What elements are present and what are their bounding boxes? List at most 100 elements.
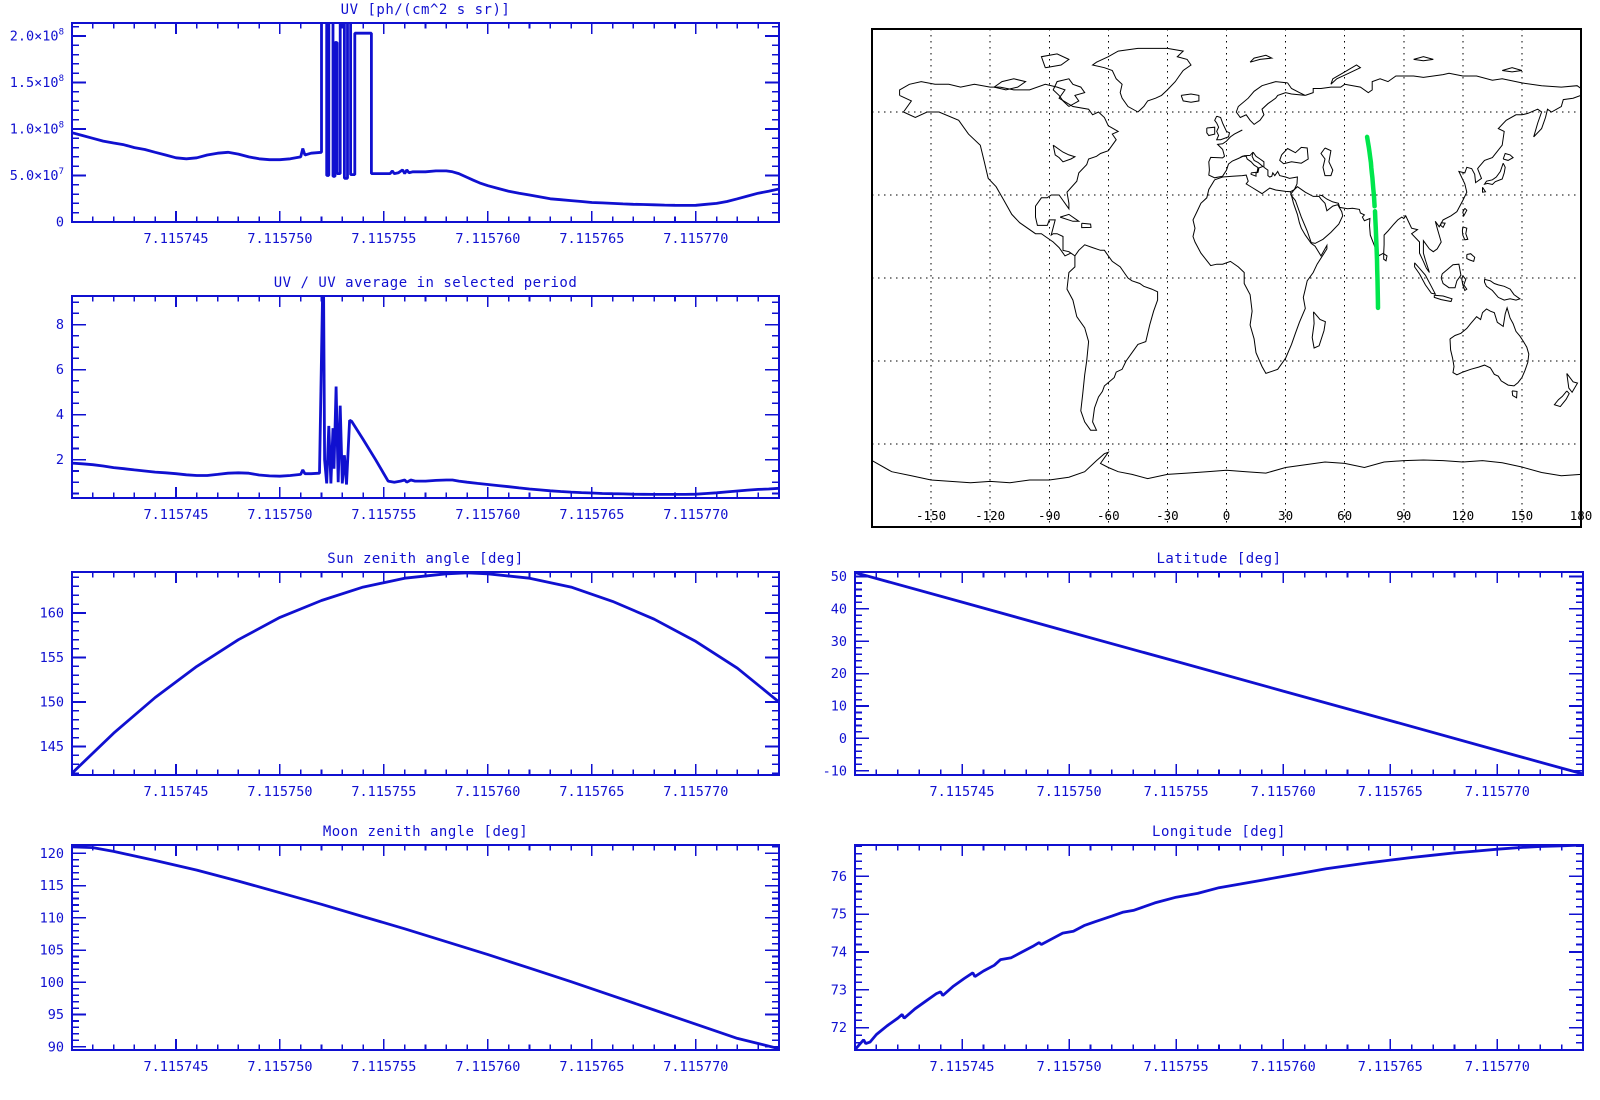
lon-y-tick-label: 72 xyxy=(831,1020,847,1036)
map-frame xyxy=(871,28,1582,528)
lat-x-tick-label: 7.115760 xyxy=(1251,784,1316,800)
lat-series-line xyxy=(855,572,1583,775)
lat-y-tick-label: 0 xyxy=(839,731,847,747)
lon-x-tick-label: 7.115760 xyxy=(1251,1059,1316,1075)
lat-x-tick-label: 7.115765 xyxy=(1358,784,1423,800)
sun-x-tick-label: 7.115750 xyxy=(247,784,312,800)
sun-series-line xyxy=(72,572,779,775)
uv-x-tick-label: 7.115745 xyxy=(143,231,208,247)
moon-y-tick-label: 90 xyxy=(48,1039,64,1055)
map-lon-label: -60 xyxy=(1097,508,1120,523)
lon-y-tick-label: 76 xyxy=(831,869,847,885)
sun-x-tick-label: 7.115755 xyxy=(351,784,416,800)
lon-chart: 7.115745 7.115750 7.115755 7.115760 7.115765… xyxy=(831,844,1584,1075)
lon-x-tick-label: 7.115755 xyxy=(1144,1059,1209,1075)
uv-x-tick-label: 7.115750 xyxy=(247,231,312,247)
uv-y-tick-label: 1.0×108 xyxy=(10,121,64,138)
uv-y-tick-label: 0 xyxy=(56,215,64,231)
sun-x-tick-label: 7.115770 xyxy=(663,784,728,800)
lon-series-line xyxy=(855,845,1583,1050)
uv-x-tick-label: 7.115755 xyxy=(351,231,416,247)
lat-y-tick-label: 20 xyxy=(831,666,847,682)
moon-y-tick-label: 115 xyxy=(40,878,64,894)
ratio-y-tick-label: 2 xyxy=(56,452,64,468)
moon-chart-title: Moon zenith angle [deg] xyxy=(322,824,529,840)
ratio-y-tick-label: 8 xyxy=(56,317,64,333)
world-map: -150 -120 -90 -60 -30 0 30 60 90 120 150 180 xyxy=(871,28,1592,528)
uv-y-tick-label: 5.0×107 xyxy=(10,167,64,184)
ratio-y-tick-label: 4 xyxy=(56,407,64,423)
moon-y-tick-label: 100 xyxy=(40,975,64,991)
uv-y-tick-label: 2.0×108 xyxy=(10,28,64,45)
sun-chart-title: Sun zenith angle [deg] xyxy=(327,551,524,567)
map-lon-label: -90 xyxy=(1038,508,1061,523)
uv-x-tick-label: 7.115770 xyxy=(663,231,728,247)
moon-axes xyxy=(71,845,780,1050)
ratio-x-tick-label: 7.115750 xyxy=(247,507,312,523)
moon-y-tick-label: 95 xyxy=(48,1007,64,1023)
sun-y-tick-label: 150 xyxy=(40,694,64,710)
moon-x-tick-label: 7.115755 xyxy=(351,1059,416,1075)
ratio-x-tick-label: 7.115745 xyxy=(143,507,208,523)
uv-axes xyxy=(71,23,780,223)
lon-y-tick-label: 73 xyxy=(831,982,847,998)
lon-y-tick-label: 75 xyxy=(831,907,847,923)
ratio-axes xyxy=(71,296,780,498)
map-lon-label: 120 xyxy=(1452,508,1475,523)
uv-x-tick-label: 7.115760 xyxy=(455,231,520,247)
lat-y-tick-label: 10 xyxy=(831,699,847,715)
map-graticule xyxy=(872,29,1581,527)
moon-y-tick-label: 120 xyxy=(40,846,64,862)
lat-y-tick-label: -10 xyxy=(823,763,847,779)
lat-y-tick-label: 50 xyxy=(831,569,847,585)
uv-chart: 7.115745 7.115750 7.115755 7.115760 7.115765… xyxy=(10,22,780,247)
lon-y-tick-label: 74 xyxy=(831,945,847,961)
moon-series-line xyxy=(72,845,779,1050)
lat-chart: 7.115745 7.115750 7.115755 7.115760 7.115765… xyxy=(823,569,1584,800)
ratio-frame xyxy=(71,295,780,499)
sun-x-tick-label: 7.115745 xyxy=(143,784,208,800)
map-coastlines xyxy=(872,47,1581,484)
lat-chart-title: Latitude [deg] xyxy=(1156,551,1282,567)
map-lon-label: -120 xyxy=(975,508,1005,523)
map-lon-label: -150 xyxy=(916,508,946,523)
uv-series-line xyxy=(72,23,779,207)
moon-x-tick-label: 7.115770 xyxy=(663,1059,728,1075)
lon-axes xyxy=(854,845,1584,1050)
map-lon-label: 60 xyxy=(1337,508,1352,523)
moon-x-tick-label: 7.115765 xyxy=(559,1059,624,1075)
ratio-y-tick-label: 6 xyxy=(56,362,64,378)
sun-x-tick-label: 7.115765 xyxy=(559,784,624,800)
lon-x-tick-label: 7.115745 xyxy=(930,1059,995,1075)
lon-x-tick-label: 7.115770 xyxy=(1465,1059,1530,1075)
uv-y-tick-label: 1.5×108 xyxy=(10,74,64,91)
ratio-chart-title: UV / UV average in selected period xyxy=(273,275,578,291)
ratio-x-tick-label: 7.115765 xyxy=(559,507,624,523)
sun-y-tick-label: 145 xyxy=(40,739,64,755)
sun-frame xyxy=(71,571,780,776)
moon-x-tick-label: 7.115750 xyxy=(247,1059,312,1075)
lat-y-tick-label: 40 xyxy=(831,601,847,617)
sun-chart: 7.115745 7.115750 7.115755 7.115760 7.115765… xyxy=(40,571,780,800)
lon-chart-title: Longitude [deg] xyxy=(1152,824,1286,840)
ratio-x-tick-label: 7.115755 xyxy=(351,507,416,523)
uv-frame xyxy=(71,22,780,223)
sun-y-tick-label: 160 xyxy=(40,605,64,621)
ratio-series-line xyxy=(72,296,779,496)
moon-x-tick-label: 7.115745 xyxy=(143,1059,208,1075)
lat-x-tick-label: 7.115755 xyxy=(1144,784,1209,800)
moon-frame xyxy=(71,844,780,1051)
uv-x-tick-label: 7.115765 xyxy=(559,231,624,247)
lon-x-tick-label: 7.115750 xyxy=(1037,1059,1102,1075)
ratio-x-tick-label: 7.115770 xyxy=(663,507,728,523)
lat-y-tick-label: 30 xyxy=(831,634,847,650)
sun-y-tick-label: 155 xyxy=(40,650,64,666)
map-lon-label: 30 xyxy=(1278,508,1293,523)
moon-chart: 7.115745 7.115750 7.115755 7.115760 7.115765… xyxy=(40,844,780,1075)
map-lon-label: -30 xyxy=(1156,508,1179,523)
map-ground-track xyxy=(1372,209,1381,311)
lon-frame xyxy=(854,844,1584,1051)
map-ground-track xyxy=(1364,134,1377,209)
lat-x-tick-label: 7.115750 xyxy=(1037,784,1102,800)
moon-y-tick-label: 105 xyxy=(40,943,64,959)
